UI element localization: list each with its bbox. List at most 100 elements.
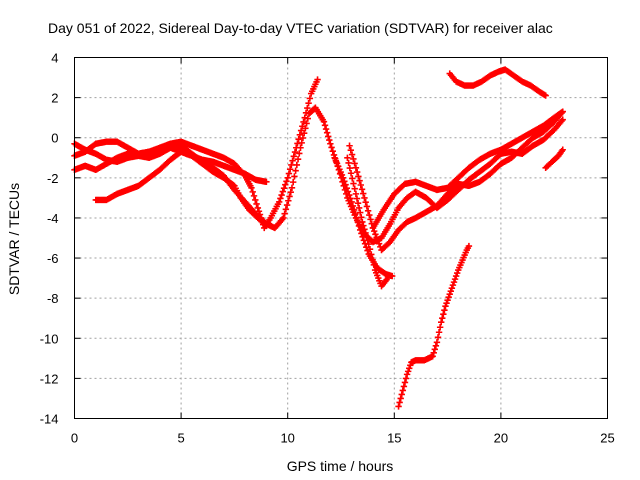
- data-point: [248, 184, 255, 192]
- data-point: [302, 109, 310, 117]
- data-point: [360, 190, 367, 197]
- data-point: [329, 147, 336, 155]
- data-point: [559, 116, 566, 123]
- data-point: [348, 198, 355, 206]
- data-point: [443, 299, 450, 307]
- data-point: [358, 214, 365, 221]
- data-point: [355, 173, 362, 180]
- data-point: [356, 177, 363, 184]
- data-point: [341, 178, 348, 185]
- x-tick-label: 25: [600, 431, 614, 446]
- data-point: [365, 240, 372, 248]
- data-point: [395, 403, 402, 410]
- data-point: [442, 302, 449, 310]
- data-point: [354, 200, 362, 207]
- data-point: [448, 284, 456, 292]
- data-point: [306, 95, 314, 102]
- data-point: [360, 222, 367, 229]
- data-point: [352, 190, 360, 198]
- data-point: [351, 185, 358, 192]
- y-axis-label: SDTVAR / TECUs: [6, 183, 22, 295]
- data-point: [359, 218, 366, 226]
- data-point: [367, 216, 374, 223]
- data-point: [297, 127, 305, 134]
- data-point: [249, 188, 256, 196]
- data-point: [446, 290, 453, 298]
- data-point: [304, 115, 312, 122]
- series-track-j: [395, 242, 473, 410]
- plot-frame: [74, 57, 608, 419]
- data-point: [291, 173, 298, 180]
- data-point: [325, 133, 332, 140]
- data-point: [384, 274, 392, 282]
- y-tick-label: -2: [47, 171, 59, 186]
- data-point: [289, 178, 297, 186]
- data-point: [361, 226, 368, 233]
- data-point: [450, 278, 458, 286]
- chart-title: Day 051 of 2022, Sidereal Day-to-day VTE…: [48, 20, 553, 36]
- y-tick-label: 0: [51, 131, 58, 146]
- series-track-h: [369, 108, 566, 232]
- data-point: [372, 231, 379, 238]
- data-point: [290, 153, 297, 160]
- grid-layer: [74, 57, 608, 419]
- data-point: [299, 123, 306, 130]
- data-point: [296, 150, 303, 157]
- data-point: [444, 296, 451, 304]
- data-point: [396, 399, 403, 406]
- data-point: [356, 209, 364, 216]
- data-point: [401, 379, 409, 386]
- data-point: [342, 181, 349, 188]
- data-layer: [71, 66, 566, 410]
- data-point: [339, 174, 347, 182]
- data-point: [363, 203, 371, 210]
- data-point: [407, 362, 414, 369]
- y-tick-label: -10: [40, 331, 59, 346]
- data-point: [326, 136, 333, 144]
- data-point: [346, 164, 354, 172]
- data-point: [352, 164, 360, 172]
- data-point: [432, 342, 440, 349]
- data-point: [256, 211, 264, 218]
- data-point: [350, 180, 357, 187]
- series-track-f: [344, 154, 392, 290]
- series-track-g: [346, 108, 566, 254]
- data-point: [280, 214, 287, 222]
- series-track-k: [542, 146, 566, 172]
- x-tick-label: 10: [280, 431, 294, 446]
- data-point: [294, 140, 301, 147]
- data-point: [373, 234, 380, 241]
- data-point: [397, 395, 404, 402]
- series-track-c: [71, 76, 321, 232]
- data-point: [322, 125, 330, 133]
- data-point: [404, 368, 412, 375]
- data-point: [323, 129, 331, 136]
- data-point: [357, 181, 364, 189]
- data-point: [406, 365, 413, 372]
- data-point: [370, 261, 378, 269]
- data-point: [292, 167, 299, 174]
- data-point: [542, 92, 549, 99]
- data-point: [348, 151, 356, 158]
- data-point: [346, 191, 353, 199]
- tick-layer: 0 5 10 15 20 25 -14 -12 -10 -8 -6 -4 -2 0 2 4: [40, 51, 615, 446]
- data-point: [295, 135, 302, 143]
- data-point: [346, 142, 353, 149]
- data-point: [352, 210, 359, 218]
- y-tick-label: -14: [40, 412, 59, 427]
- data-point: [253, 200, 260, 208]
- data-point: [328, 144, 335, 151]
- data-point: [400, 383, 408, 390]
- data-point: [441, 307, 448, 314]
- data-point: [388, 272, 396, 280]
- data-point: [349, 175, 356, 182]
- data-point: [281, 210, 288, 217]
- data-point: [344, 188, 352, 195]
- data-point: [364, 237, 371, 244]
- data-point: [305, 100, 312, 107]
- data-point: [447, 287, 454, 295]
- data-point: [363, 233, 370, 240]
- data-point: [279, 188, 287, 195]
- data-point: [299, 134, 307, 142]
